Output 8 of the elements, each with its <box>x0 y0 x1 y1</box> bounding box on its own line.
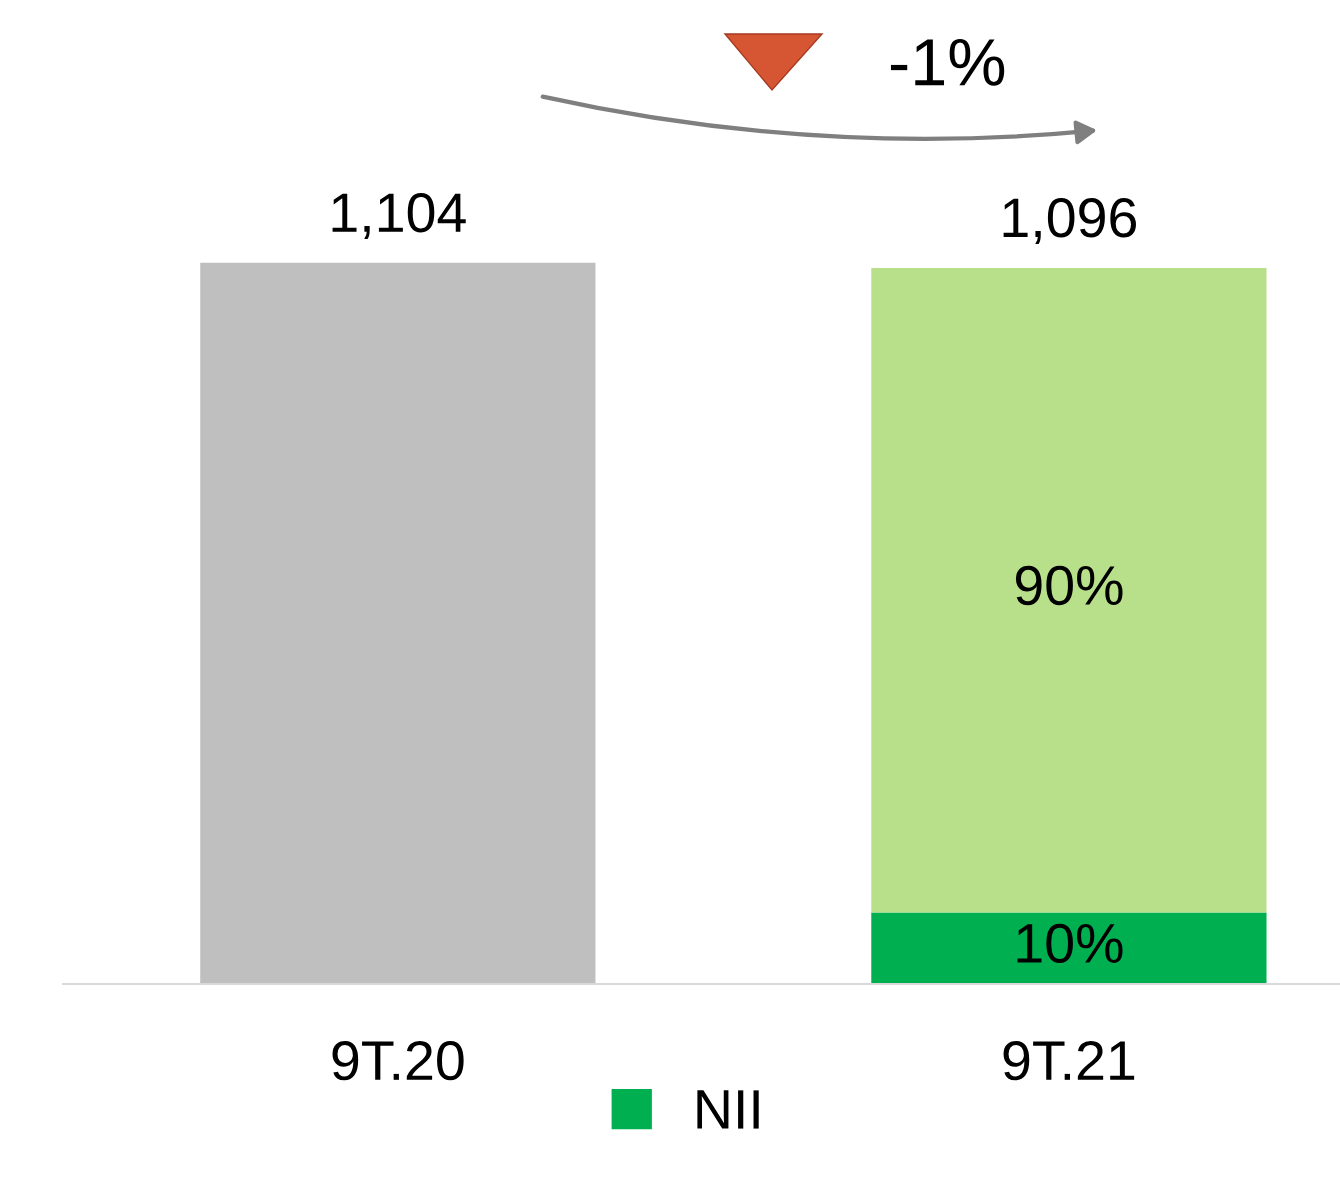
text: -1% <box>890 38 1005 86</box>
data-label: 1,104 <box>332 193 466 239</box>
total-label: 1,096 <box>1003 198 1136 245</box>
annotation: 90% <box>1015 565 1123 606</box>
annotation: 10% <box>1017 923 1123 964</box>
legend-label: NII <box>697 1090 759 1129</box>
x-tick-label: 9T.20 <box>332 1041 464 1081</box>
x-tick-label: 9T.21 <box>1003 1041 1135 1081</box>
